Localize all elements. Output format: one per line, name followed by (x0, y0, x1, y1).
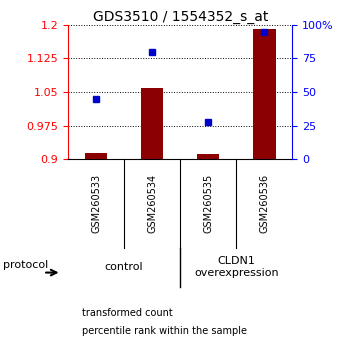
Title: GDS3510 / 1554352_s_at: GDS3510 / 1554352_s_at (92, 10, 268, 24)
Text: percentile rank within the sample: percentile rank within the sample (82, 326, 246, 336)
Text: control: control (105, 262, 143, 272)
Text: protocol: protocol (3, 261, 49, 270)
Text: GSM260533: GSM260533 (91, 174, 101, 233)
Text: transformed count: transformed count (82, 308, 172, 318)
Bar (141, 87, 163, 159)
Text: GSM260535: GSM260535 (203, 174, 213, 233)
Bar (197, 154, 220, 159)
Bar (85, 153, 107, 159)
Text: GSM260536: GSM260536 (259, 174, 269, 233)
Text: GSM260534: GSM260534 (147, 174, 157, 233)
Bar (253, 29, 276, 159)
Text: CLDN1
overexpression: CLDN1 overexpression (194, 256, 278, 278)
